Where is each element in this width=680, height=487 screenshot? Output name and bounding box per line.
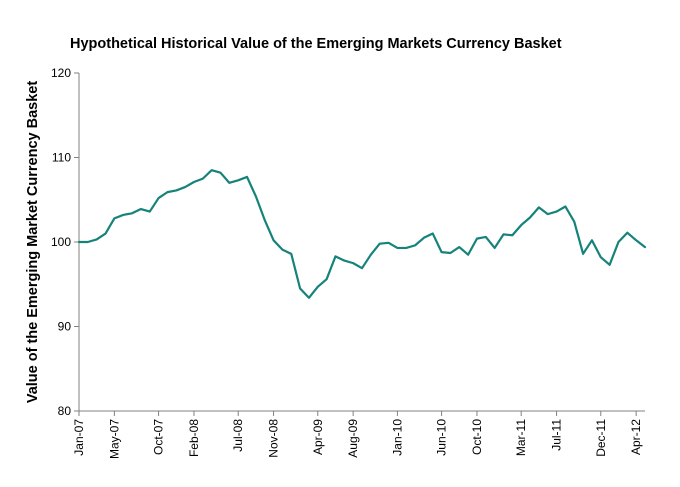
x-tick-label: Jan-07 <box>72 419 86 456</box>
x-tick-label: Mar-11 <box>514 419 528 456</box>
x-tick-label: Jun-10 <box>435 419 449 456</box>
x-tick-label: Nov-08 <box>267 419 281 458</box>
x-tick-label: Jul-11 <box>550 419 564 451</box>
x-tick-label: Oct-10 <box>470 419 484 455</box>
y-tick-label: 90 <box>58 320 72 334</box>
y-tick-label: 120 <box>51 66 71 80</box>
x-tick-label: May-07 <box>107 419 121 459</box>
y-tick-label: 100 <box>51 235 71 249</box>
series-line <box>77 169 647 299</box>
x-tick-label: Aug-09 <box>346 419 360 458</box>
x-tick-label: Dec-11 <box>594 419 608 457</box>
y-tick-label: 80 <box>58 404 72 418</box>
x-tick-label: Jan-10 <box>390 419 404 456</box>
chart-title: Hypothetical Historical Value of the Eme… <box>70 36 562 52</box>
x-tick-label: Apr-09 <box>311 419 325 455</box>
x-tick-label: Oct-07 <box>152 419 166 455</box>
x-tick-label: Feb-08 <box>187 419 201 457</box>
x-tick-label: Jul-08 <box>231 419 245 452</box>
x-tick-label: Apr-12 <box>629 419 643 455</box>
y-tick-label: 110 <box>52 151 71 165</box>
